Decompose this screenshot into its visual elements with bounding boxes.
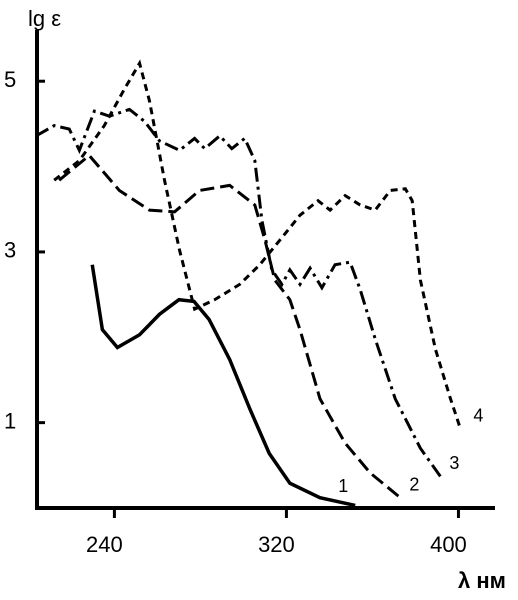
x-tick-label: 400 (430, 532, 467, 557)
x-tick-label: 320 (258, 532, 295, 557)
y-tick-label: 3 (4, 238, 16, 263)
curve-label: 2 (409, 475, 419, 495)
curve-label: 4 (473, 405, 483, 425)
y-axis-label: lg ε (28, 6, 61, 31)
y-tick-label: 5 (4, 67, 16, 92)
x-axis-label: λ нм (458, 568, 506, 593)
series-line (53, 59, 462, 430)
series-line (35, 107, 442, 478)
y-tick-label: 1 (4, 408, 16, 433)
x-tick-label: 240 (86, 532, 123, 557)
curve-label: 1 (338, 476, 348, 496)
curve-label: 3 (449, 453, 459, 473)
series-line (58, 153, 402, 499)
series-line (90, 264, 356, 508)
